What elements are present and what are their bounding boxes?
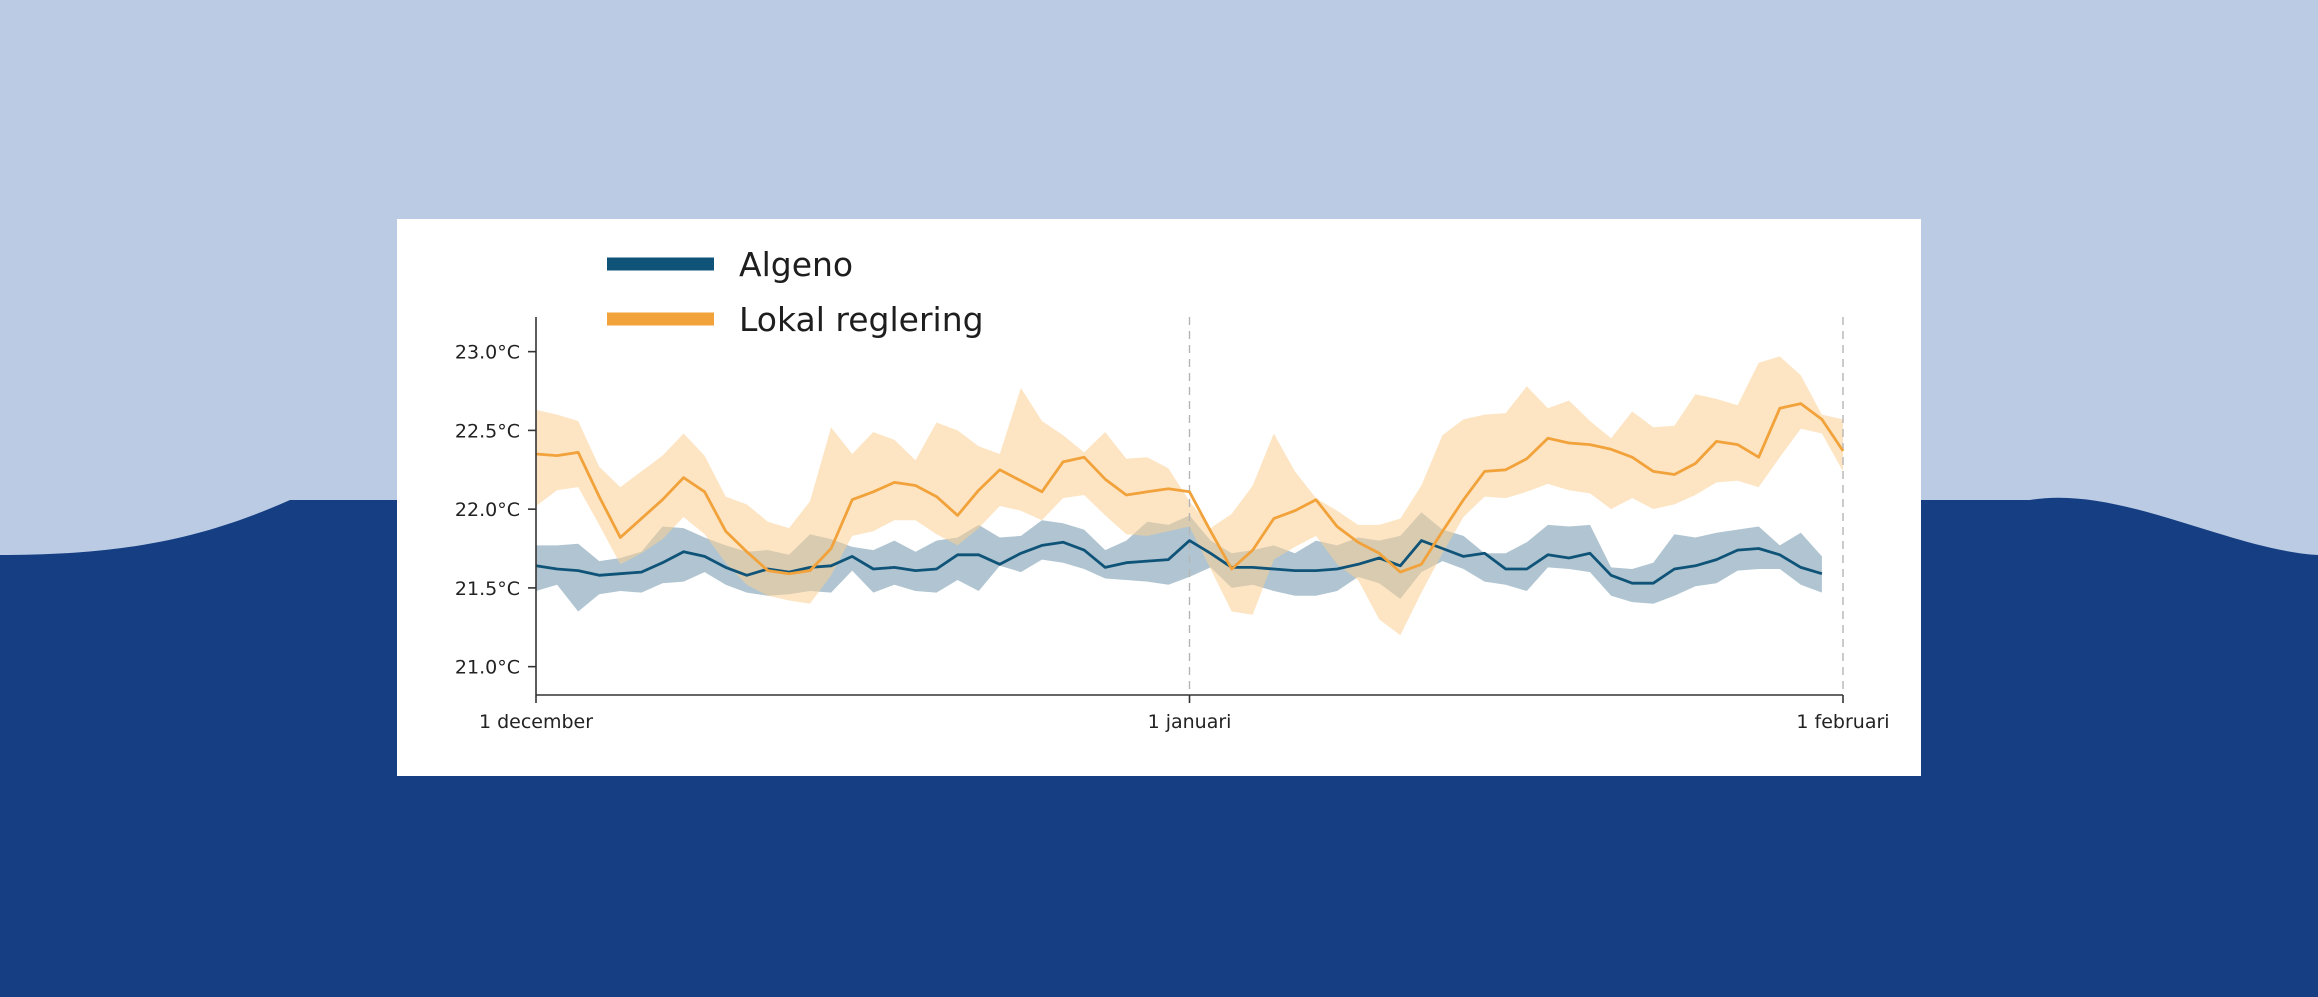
confidence-bands	[536, 356, 1843, 636]
temperature-chart: 23.0°C 22.5°C 22.0°C 21.5°C 21.0°C 1 decembe…	[455, 245, 1890, 733]
ytick-label: 23.0°C	[455, 342, 520, 364]
xtick-label: 1 december	[479, 711, 593, 733]
x-ticks: 1 december 1 januari 1 februari	[479, 695, 1890, 733]
vertical-reference-lines	[1188, 317, 1844, 695]
ytick-label: 22.0°C	[455, 499, 520, 521]
ytick-label: 21.5°C	[455, 578, 520, 600]
chart-card: 23.0°C 22.5°C 22.0°C 21.5°C 21.0°C 1 decembe…	[397, 219, 1921, 776]
series-lines	[535, 402, 1845, 585]
ytick-label: 22.5°C	[455, 420, 520, 442]
xtick-label: 1 januari	[1148, 711, 1232, 733]
y-ticks: 23.0°C 22.5°C 22.0°C 21.5°C 21.0°C	[455, 342, 536, 679]
xtick-label: 1 februari	[1796, 711, 1889, 733]
line-algeno	[535, 539, 1823, 585]
line-lokal-reglering	[535, 402, 1845, 576]
legend-label-algeno: Algeno	[739, 245, 853, 284]
legend: Algeno Lokal reglering	[607, 245, 984, 339]
band-lokal-reglering	[536, 356, 1843, 636]
band-algeno	[536, 512, 1822, 612]
legend-label-lokal-reglering: Lokal reglering	[739, 300, 984, 339]
ytick-label: 21.0°C	[455, 657, 520, 679]
